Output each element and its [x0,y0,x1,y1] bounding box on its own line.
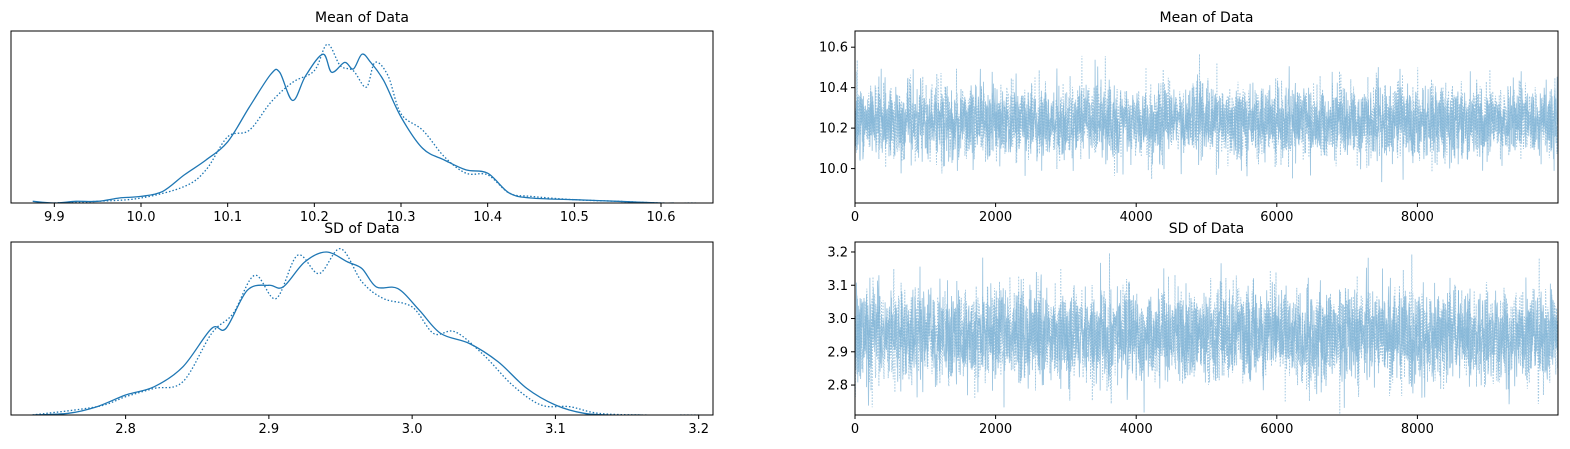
kde-sd-plot-area [32,248,699,415]
trace-mean-plot-area [855,54,1558,183]
kde-mean-xtick-label: 10.1 [213,210,242,225]
kde-mean-xtick-label: 9.9 [44,210,65,225]
trace-mean-title: Mean of Data [1160,10,1254,26]
kde-mean-kde-dotted [54,43,696,203]
trace-sd-xtick-label: 4000 [1120,422,1153,437]
kde-mean-xtick-label: 10.6 [647,210,676,225]
trace-mean-xtick-label: 2000 [979,210,1012,225]
trace-mean-ytick-label: 10.6 [819,41,848,56]
trace-sd-axes-frame [854,241,1559,416]
trace-sd-xtick-label: 8000 [1401,422,1434,437]
kde-mean-xtick-label: 10.5 [560,210,589,225]
trace-sd-series-dotted [855,253,1558,415]
kde-sd-kde-solid [32,251,642,415]
trace-sd-plot-area [855,253,1558,415]
kde-sd-xtick-label: 3.1 [545,422,566,437]
kde-sd-axes-frame [10,241,714,416]
trace-mean-axes-frame [854,30,1559,204]
trace-mean-panel: 0 2000 4000 6000 8000 10.0 10.2 10.4 10.6 Mean of… [819,10,1559,225]
trace-sd-ytick-label: 3.2 [827,245,848,260]
kde-mean-xtick-label: 10.0 [127,210,156,225]
trace-sd-ytick-label: 2.8 [827,379,848,394]
kde-mean-axes-frame [10,30,714,204]
kde-sd-kde-dotted [32,248,699,415]
trace-mean-xtick-label: 8000 [1401,210,1434,225]
trace-sd-ytick-label: 2.9 [827,345,848,360]
trace-mean-ytick-label: 10.4 [819,81,848,96]
kde-mean-panel: 9.9 10.0 10.1 10.2 10.3 10.4 10.5 10.6 Mean of D… [10,10,714,225]
trace-mean-ytick-label: 10.2 [819,122,848,137]
kde-sd-panel: 2.8 2.9 3.0 3.1 3.2 SD of Data [10,221,714,437]
trace-mean-xtick-label: 6000 [1260,210,1293,225]
trace-mean-xtick-label: 4000 [1120,210,1153,225]
trace-mean-series-dotted [855,54,1558,180]
kde-mean-xtick-label: 10.2 [300,210,329,225]
trace-sd-title: SD of Data [1169,221,1245,237]
kde-sd-xtick-label: 3.2 [688,422,709,437]
kde-sd-xtick-label: 2.8 [115,422,136,437]
trace-mean-ytick-label: 10.0 [819,162,848,177]
trace-sd-xtick-label: 0 [851,422,859,437]
trace-mean-xtick-label: 0 [851,210,859,225]
kde-mean-xtick-label: 10.4 [473,210,502,225]
trace-sd-panel: 0 2000 4000 6000 8000 2.8 2.9 3.0 3.1 3.2 SD of Da… [827,221,1559,437]
trace-sd-ytick-label: 3.0 [827,312,848,327]
kde-mean-plot-area [32,43,696,203]
trace-sd-xtick-label: 2000 [979,422,1012,437]
kde-mean-xtick-label: 10.3 [387,210,416,225]
kde-sd-xtick-label: 2.9 [259,422,280,437]
kde-sd-xtick-label: 3.0 [402,422,423,437]
kde-sd-title: SD of Data [324,221,400,237]
trace-sd-ytick-label: 3.1 [827,279,848,294]
trace-sd-xtick-label: 6000 [1260,422,1293,437]
kde-mean-title: Mean of Data [315,10,409,26]
